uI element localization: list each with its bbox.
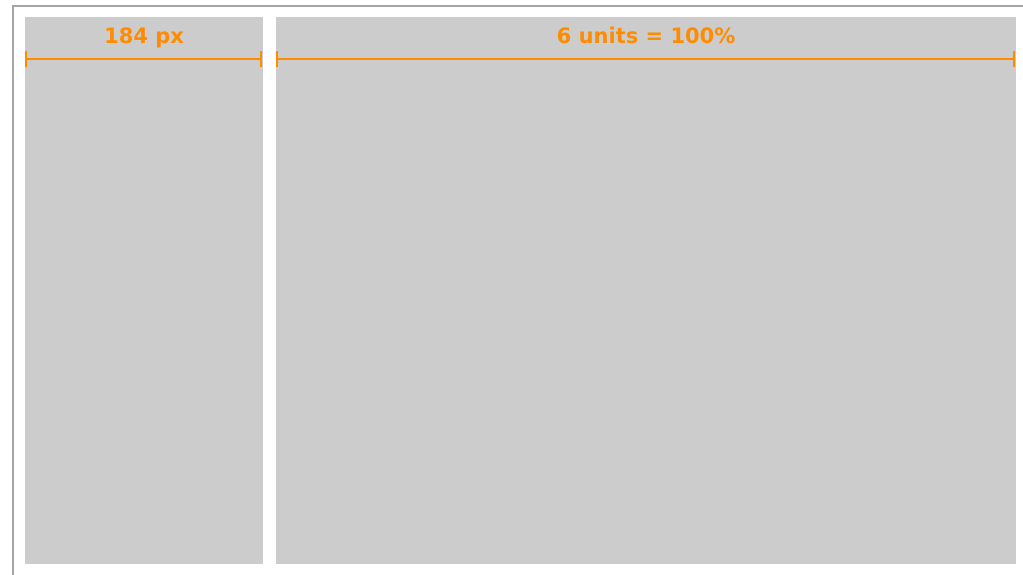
right-dimension-end-tick <box>1013 51 1015 67</box>
left-column <box>25 17 263 564</box>
left-dimension-line <box>26 58 261 60</box>
right-column <box>276 17 1016 564</box>
right-dimension-start-tick <box>276 51 278 67</box>
left-width-label: 184 px <box>104 24 184 48</box>
left-dimension-end-tick <box>260 51 262 67</box>
right-dimension-line <box>277 58 1014 60</box>
left-dimension-start-tick <box>25 51 27 67</box>
right-width-label: 6 units = 100% <box>556 24 736 48</box>
